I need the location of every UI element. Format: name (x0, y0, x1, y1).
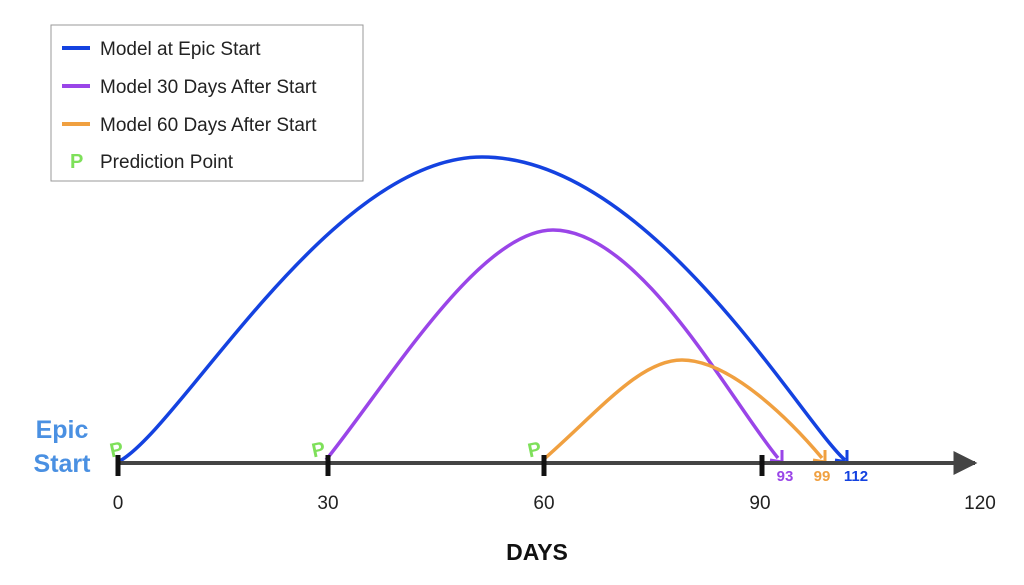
end-label-60-days: 99 (814, 468, 831, 485)
end-label-epic-start: 112 (844, 468, 868, 485)
prediction-points: P P P (108, 438, 544, 462)
legend-label-model-30-days: Model 30 Days After Start (100, 77, 317, 98)
curve-model-30-days (324, 228, 780, 462)
epic-start-line1: Epic (36, 416, 89, 444)
prediction-point-60: P (526, 438, 544, 462)
prediction-point-0: P (108, 438, 126, 462)
epic-start-label: Epic Start (34, 416, 92, 478)
legend: Model at Epic Start Model 30 Days After … (50, 24, 364, 182)
end-label-30-days: 93 (777, 468, 794, 485)
tick-label-90: 90 (749, 493, 770, 514)
model-curves (117, 155, 849, 464)
legend-prediction-marker: P (70, 151, 83, 173)
prediction-point-30: P (310, 438, 328, 462)
curve-model-60-days (541, 358, 824, 462)
tick-label-30: 30 (317, 493, 338, 514)
axis-title: DAYS (506, 539, 568, 565)
epic-start-line2: Start (34, 450, 92, 478)
days-axis: 0 30 60 90 120 DAYS (113, 451, 996, 565)
legend-label-model-epic-start: Model at Epic Start (100, 39, 261, 60)
tick-label-120: 120 (964, 493, 996, 514)
tick-label-60: 60 (533, 493, 554, 514)
tick-label-0: 0 (113, 493, 124, 514)
legend-label-model-60-days: Model 60 Days After Start (100, 115, 317, 136)
legend-box (50, 24, 364, 182)
curve-model-epic-start (117, 155, 847, 464)
legend-label-prediction-point: Prediction Point (100, 152, 234, 173)
end-labels: 93 99 112 (777, 468, 868, 485)
